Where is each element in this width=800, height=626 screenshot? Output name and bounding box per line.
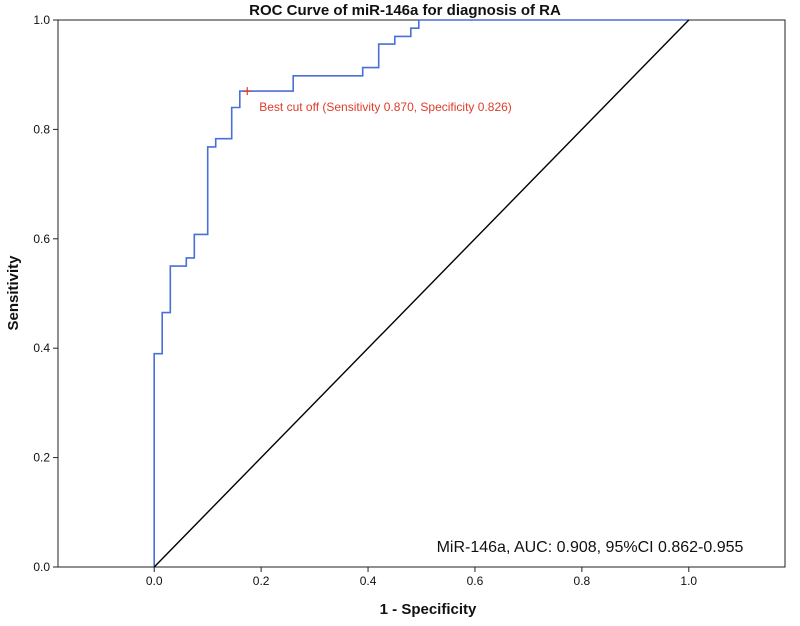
- reference-diagonal-series: [153, 19, 690, 568]
- chart-title: ROC Curve of miR-146a for diagnosis of R…: [249, 2, 561, 19]
- x-tick-label: 0.8: [574, 574, 591, 588]
- roc-curve-series: [153, 19, 689, 567]
- y-tick-label: 0.8: [33, 122, 50, 136]
- x-tick-label: 0.6: [467, 574, 484, 588]
- y-tick-label: 1.0: [33, 13, 50, 27]
- annotation-layer: Best cut off (Sensitivity 0.870, Specifi…: [243, 87, 512, 114]
- y-tick-label: 0.4: [33, 341, 50, 355]
- x-axis-title: 1 - Specificity: [380, 601, 477, 618]
- y-tick-label: 0.0: [33, 560, 50, 574]
- y-tick-label: 0.2: [33, 451, 50, 465]
- y-tick-label: 0.6: [33, 232, 50, 246]
- x-tick-label: 0.0: [146, 574, 163, 588]
- x-tick-label: 0.2: [253, 574, 270, 588]
- y-axis-title: Sensitivity: [5, 255, 22, 331]
- x-tick-label: 0.4: [360, 574, 377, 588]
- auc-summary: MiR-146a, AUC: 0.908, 95%CI 0.862-0.955: [437, 539, 744, 556]
- best-cut-off-label: Best cut off (Sensitivity 0.870, Specifi…: [259, 100, 512, 114]
- series-layer: [153, 19, 690, 568]
- x-tick-label: 1.0: [680, 574, 697, 588]
- axes: 0.0 0.2 0.4 0.6 0.8 1.0 0.0 0.2 0.4 0.6 0.8 1.0: [33, 13, 786, 588]
